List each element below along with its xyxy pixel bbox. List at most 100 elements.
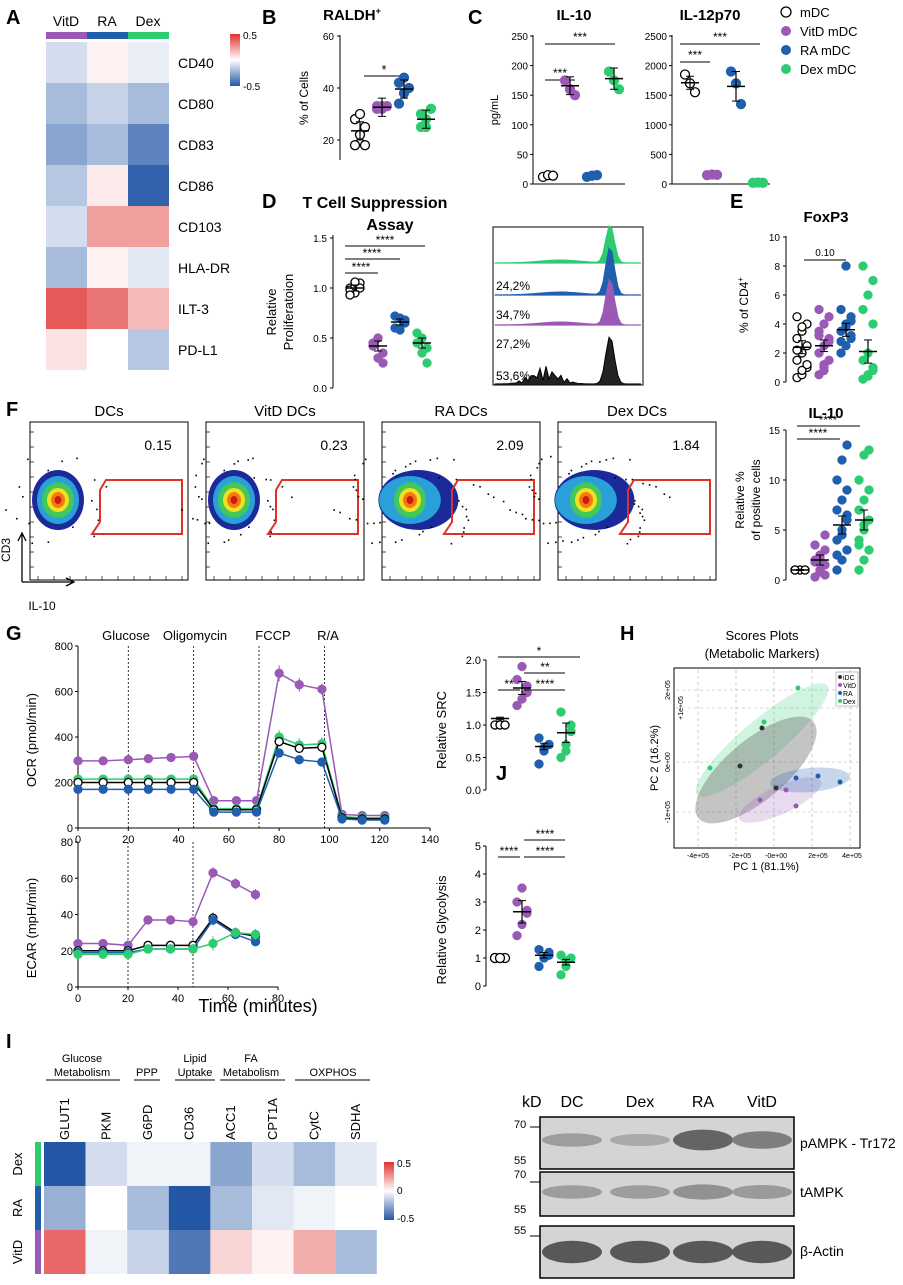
a-row-label: ILT-3 <box>178 301 209 317</box>
j-band <box>673 1129 733 1151</box>
panel-b: B RALDH+ 20 40 60 % of Cells * <box>262 6 437 160</box>
ocr-ra-point <box>357 815 367 825</box>
f-event <box>479 485 481 488</box>
f-event <box>195 474 197 477</box>
e-ylabel: % of CD4+ <box>736 277 751 333</box>
b-ylabel: % of Cells <box>297 71 311 125</box>
a-heat-cell <box>128 288 169 329</box>
j-marker: 55 <box>514 1204 526 1216</box>
d-dot <box>395 325 405 335</box>
f-il10-dot <box>842 440 852 450</box>
a-colorbar-ra <box>87 32 128 39</box>
f-il10-ytick: 10 <box>769 476 781 487</box>
f-event <box>429 459 432 461</box>
j-band <box>732 1131 792 1149</box>
i-group-fa: FA <box>244 1053 258 1065</box>
e-ytick: 8 <box>774 262 780 273</box>
ecar-vitd-point <box>250 889 261 900</box>
a-heat-cell <box>87 329 128 370</box>
ocr-vitd-point <box>274 668 284 678</box>
d-dot <box>345 290 355 300</box>
f-il10-ticks: 0 5 10 15 <box>769 426 786 587</box>
i-row-label: RA <box>10 1199 25 1217</box>
j-kd: kD <box>522 1094 542 1111</box>
j-band <box>610 1134 670 1146</box>
a-heat-cell <box>87 247 128 288</box>
gly-dot <box>556 970 566 980</box>
panel-e-letter: E <box>730 191 743 213</box>
b-dot <box>393 98 405 109</box>
legend-dex-marker <box>781 64 791 74</box>
f-event <box>362 462 364 465</box>
g-ecar-ylabel: ECAR (mpH/min) <box>24 878 39 978</box>
f-il10-dot <box>854 475 864 485</box>
f-event <box>633 503 636 505</box>
e-dot <box>868 319 878 329</box>
f-gate <box>266 479 359 535</box>
f-event <box>598 530 600 533</box>
ecar-dex-point <box>98 949 108 960</box>
f-il10-ytick: 15 <box>769 426 781 437</box>
ocr-mdc-point <box>317 742 327 752</box>
ocr-ra-point <box>209 807 219 817</box>
e-ytick: 10 <box>769 233 781 244</box>
i-group-glucose2: Metabolism <box>54 1067 110 1079</box>
j-lane-dc: DC <box>560 1094 583 1111</box>
h-xtick: -4e+05 <box>687 853 709 860</box>
c-il10-sig: *** <box>573 30 587 44</box>
f-event <box>487 493 490 495</box>
ocr-vitd-line <box>78 672 385 817</box>
e-dot <box>814 348 824 358</box>
i-heat-cell <box>252 1186 294 1230</box>
c-il12-dot <box>735 98 747 110</box>
d-dot <box>390 311 400 321</box>
a-row-label: CD80 <box>178 96 214 112</box>
f-event <box>629 458 631 461</box>
ocr-vitd-point <box>166 752 176 763</box>
gly-ytick: 0 <box>475 981 481 993</box>
e-dot <box>792 312 802 322</box>
f-event <box>626 542 629 545</box>
c-il10-dot <box>569 90 581 101</box>
h-title: Scores Plots <box>726 628 799 643</box>
g-ytick: 400 <box>55 732 73 744</box>
ocr-vitd-point <box>231 796 242 806</box>
f-event <box>538 462 540 465</box>
f-il10-title: IL-10 <box>808 405 843 422</box>
src-dot <box>544 739 554 750</box>
h-point-vitd <box>783 787 789 793</box>
c-il12-dot <box>757 177 769 188</box>
d-hist-label-dc: 53,6% <box>496 369 530 383</box>
f-event <box>547 542 549 545</box>
f-event <box>515 511 517 514</box>
f-event <box>606 526 609 528</box>
a-heat-cell <box>46 288 87 329</box>
j-marker: 70 <box>514 1119 526 1131</box>
panel-j-letter: J <box>496 763 507 785</box>
d-ytick: 0.0 <box>313 384 327 395</box>
f-gate <box>90 479 183 535</box>
f-event <box>208 522 211 525</box>
f-event <box>555 541 557 544</box>
f-event <box>538 498 540 500</box>
i-group-lipid: Lipid <box>183 1053 206 1065</box>
panel-g: G Glucose Oligomycin FCCP R/A 0200400600… <box>6 623 580 1016</box>
f-event <box>531 519 534 521</box>
a-row-label: CD103 <box>178 219 222 235</box>
h-subtitle: (Metabolic Markers) <box>705 646 820 661</box>
f-event <box>568 472 570 475</box>
f-event <box>27 458 29 461</box>
i-heat-cell <box>44 1142 86 1186</box>
i-col-label: G6PD <box>140 1105 155 1140</box>
i-heat-cell <box>127 1186 169 1230</box>
gly-dot <box>512 930 522 941</box>
e-dot <box>797 322 807 332</box>
a-row-label: HLA-DR <box>178 260 230 276</box>
e-dot <box>863 290 873 300</box>
f-event <box>438 477 440 479</box>
i-row-colorbar <box>35 1142 41 1186</box>
i-row-label: VitD <box>10 1240 25 1264</box>
gly-dot <box>556 950 566 960</box>
h-scores-plot <box>676 670 858 846</box>
i-heat-cell <box>293 1186 336 1230</box>
